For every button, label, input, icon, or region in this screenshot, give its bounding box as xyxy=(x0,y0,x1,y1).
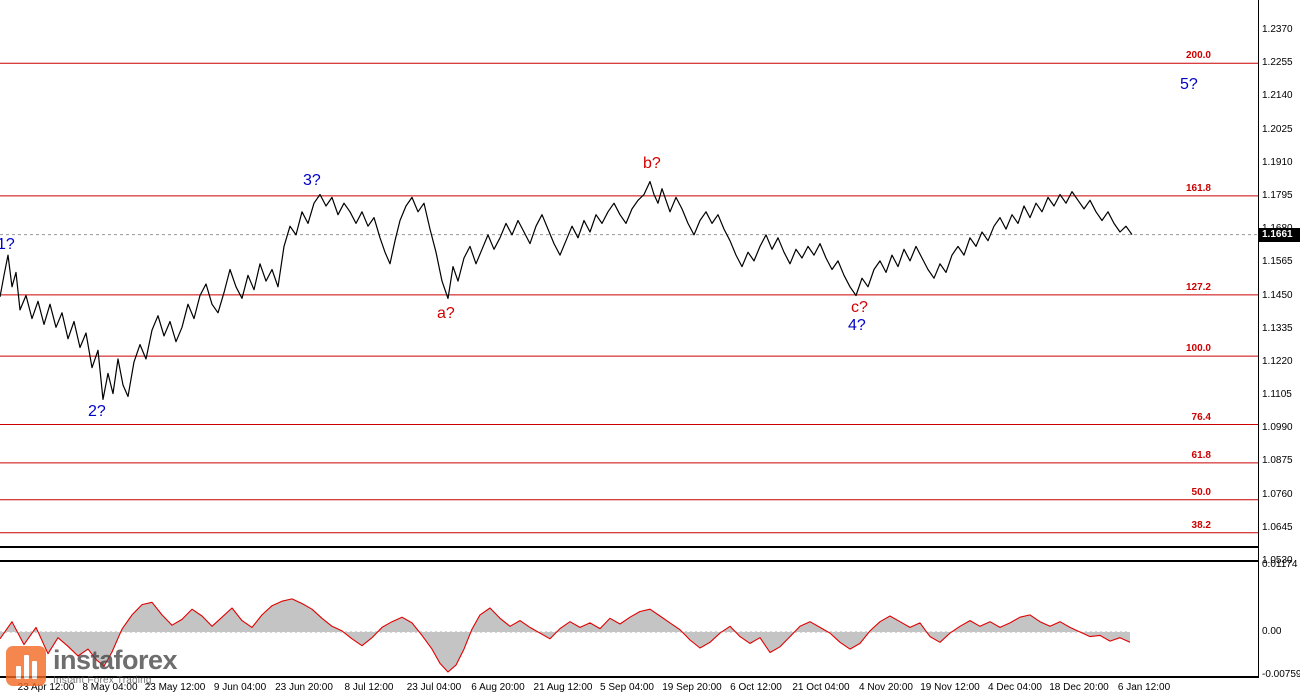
price-tick-label: 1.0990 xyxy=(1262,422,1293,434)
oscillator-panel[interactable] xyxy=(0,562,1258,676)
time-axis-label: 21 Aug 12:00 xyxy=(533,682,593,693)
price-tick-label: 1.1450 xyxy=(1262,289,1293,301)
fib-level-label: 76.4 xyxy=(1191,411,1211,423)
logo-bar-icon xyxy=(23,655,29,679)
wave-annotation-label: b? xyxy=(643,155,661,172)
time-axis-label: 21 Oct 04:00 xyxy=(792,682,850,693)
instaforex-logo-icon xyxy=(6,646,46,686)
fib-level-label: 100.0 xyxy=(1185,343,1211,355)
fib-level-label: 50.0 xyxy=(1191,486,1211,498)
price-tick-label: 1.1335 xyxy=(1262,322,1293,334)
time-axis-label: 18 Dec 20:00 xyxy=(1049,682,1109,693)
fib-level-label: 200.0 xyxy=(1185,50,1211,62)
price-tick-label: 1.2140 xyxy=(1262,90,1293,102)
oscillator-tick-label: 0.00 xyxy=(1262,626,1282,637)
time-axis-label: 9 Jun 04:00 xyxy=(213,682,267,693)
price-tick-label: 1.0760 xyxy=(1262,488,1293,500)
price-tick-label: 1.1910 xyxy=(1262,156,1293,168)
price-tick-label: 1.2025 xyxy=(1262,123,1293,135)
wave-annotation-label: 5? xyxy=(1180,76,1198,93)
price-axis[interactable]: 1.2370 1.2255 1.2140 1.2025 1.1910 1.1795 1.16… xyxy=(1259,0,1300,700)
time-axis-label: 8 Jul 12:00 xyxy=(344,682,394,693)
oscillator-tick-label: -0.00759 xyxy=(1262,669,1300,681)
wave-annotation-label: 4? xyxy=(848,317,866,334)
panel-separator-top xyxy=(0,546,1258,548)
current-price-badge: 1.1661 xyxy=(1259,227,1300,242)
logo-bar-icon xyxy=(15,666,21,679)
time-axis-label: 6 Jan 12:00 xyxy=(1117,682,1171,693)
axis-separator-line xyxy=(1258,0,1259,678)
price-series-line xyxy=(0,180,1133,400)
price-tick-label: 1.2255 xyxy=(1262,57,1293,69)
wave-annotation-label: c? xyxy=(851,299,868,316)
wave-annotation-label: a? xyxy=(437,305,455,322)
time-axis-label: 5 Sep 04:00 xyxy=(600,682,654,693)
watermark-brand: instaforex xyxy=(53,645,178,675)
price-tick-label: 1.0875 xyxy=(1262,455,1293,467)
fib-level-label: 127.2 xyxy=(1185,281,1211,293)
price-tick-label: 1.1220 xyxy=(1262,355,1293,367)
time-axis-label: 6 Aug 20:00 xyxy=(471,682,525,693)
time-axis-label: 4 Nov 20:00 xyxy=(859,682,913,693)
time-axis-label: 23 Jun 20:00 xyxy=(275,682,333,693)
oscillator-area xyxy=(0,598,1130,672)
price-chart-svg xyxy=(0,62,1258,534)
wave-annotation-label: 3? xyxy=(303,172,321,189)
price-tick-label: 1.2370 xyxy=(1262,24,1293,35)
price-tick-label: 1.1795 xyxy=(1262,189,1293,201)
time-axis-label: 19 Sep 20:00 xyxy=(662,682,722,693)
price-tick-label: 1.1105 xyxy=(1262,389,1292,401)
time-axis-label: 23 Apr 12:00 xyxy=(17,682,75,693)
instaforex-watermark: instaforex Instant Forex Trading xyxy=(6,645,178,686)
time-axis-label: 23 May 12:00 xyxy=(144,682,206,693)
time-axis-label: 19 Nov 12:00 xyxy=(920,682,980,693)
wave-annotation-label: 2? xyxy=(88,403,106,420)
fib-level-label: 38.2 xyxy=(1191,519,1211,531)
panel-separator-bottom xyxy=(0,560,1258,562)
oscillator-bottom-border xyxy=(0,676,1258,678)
price-panel[interactable]: 200.0 161.8 127.2 100.0 76.4 61.8 50.0 38.2 1? 2… xyxy=(0,0,1258,561)
watermark-tagline: Instant Forex Trading xyxy=(53,675,152,686)
watermark-text: instaforex Instant Forex Trading xyxy=(53,645,178,686)
oscillator-tick-label: 0.01174 xyxy=(1262,558,1298,570)
fib-level-label: 161.8 xyxy=(1185,182,1211,194)
time-axis-label: 4 Dec 04:00 xyxy=(988,682,1042,693)
price-tick-label: 1.0530 xyxy=(1262,555,1293,566)
fib-level-label: 61.8 xyxy=(1191,449,1211,461)
time-axis-label: 8 May 04:00 xyxy=(82,682,138,693)
time-axis-label: 6 Oct 12:00 xyxy=(730,682,782,693)
wave-annotation-label: 1? xyxy=(0,236,15,253)
time-axis-label: 23 Jul 04:00 xyxy=(406,682,462,693)
oscillator-svg xyxy=(0,598,1131,673)
logo-bar-icon xyxy=(31,661,37,679)
oscillator-signal-line xyxy=(0,598,1131,673)
price-tick-label: 1.0645 xyxy=(1262,521,1293,533)
price-tick-label: 1.1565 xyxy=(1262,256,1293,268)
